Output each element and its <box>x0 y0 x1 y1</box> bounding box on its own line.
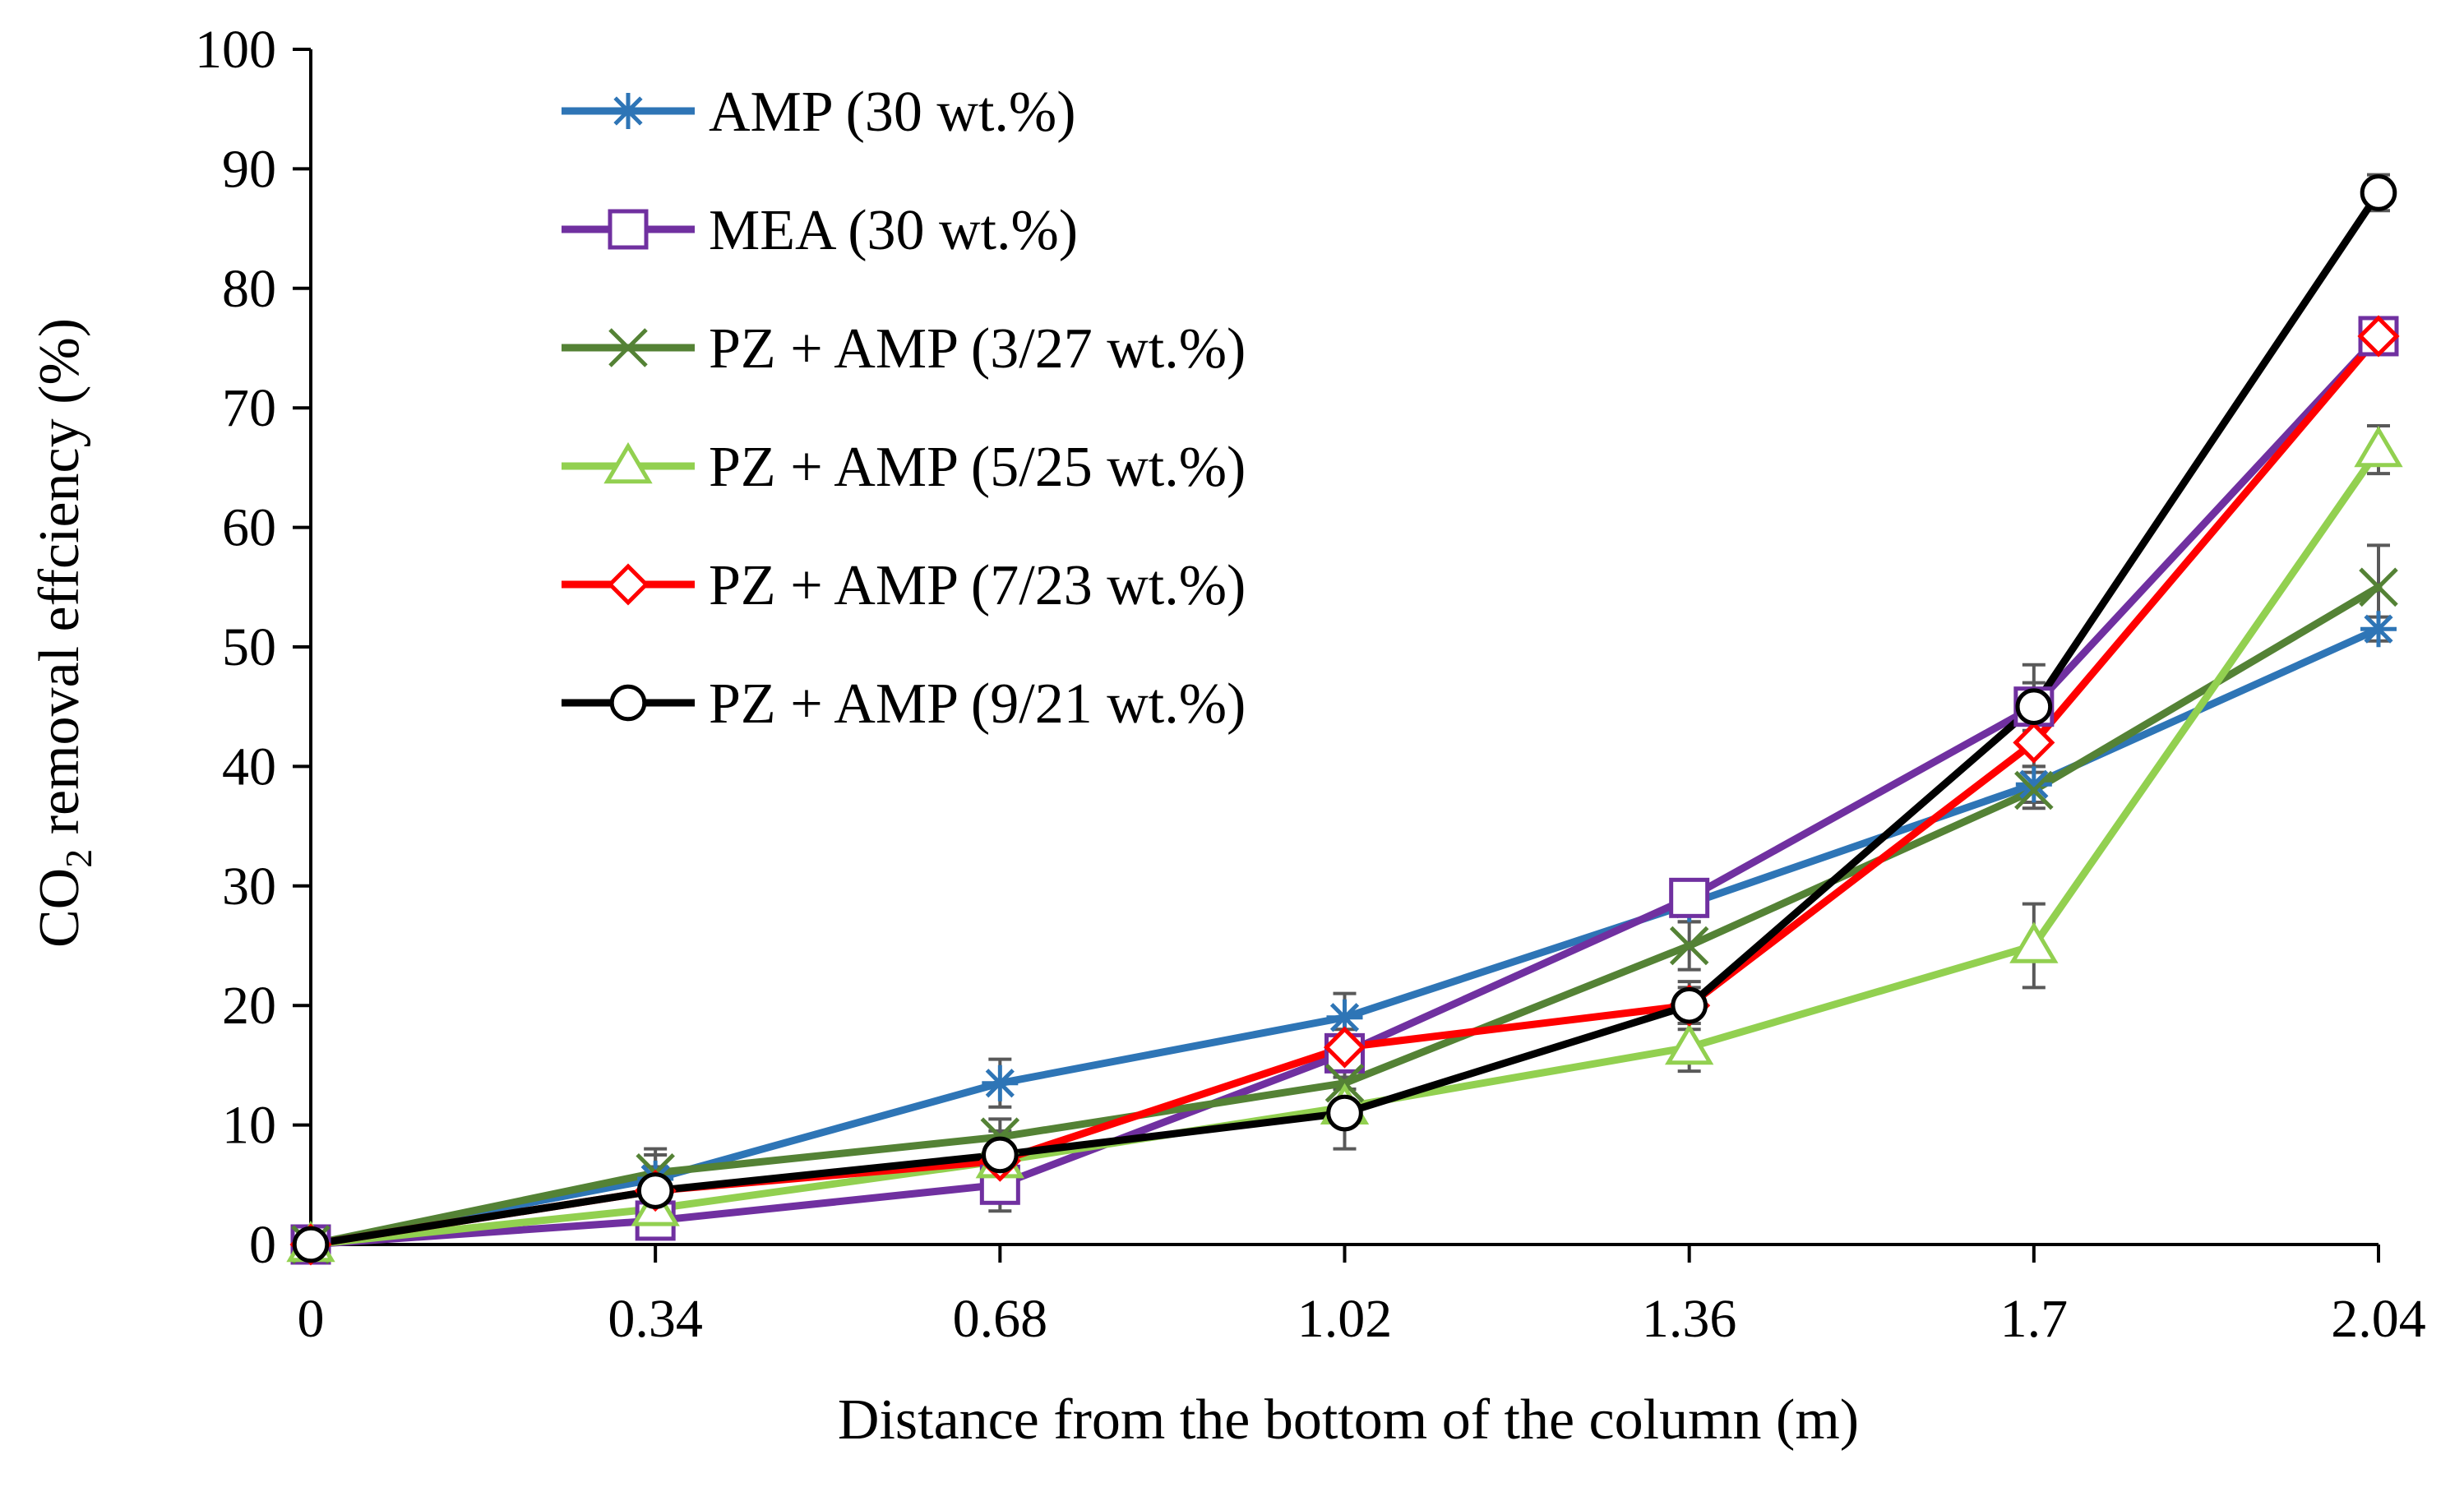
x-tick-label: 2.04 <box>2331 1289 2426 1349</box>
asterisk-stroke <box>1329 1003 1360 1032</box>
circle-shape <box>2015 688 2053 726</box>
circle-shape <box>636 1172 674 1209</box>
data-point-x <box>1669 926 1709 966</box>
y-tick-label: 20 <box>222 976 276 1036</box>
y-tick-label: 0 <box>249 1215 276 1275</box>
data-point-asterisk <box>2015 766 2052 803</box>
data-point-triangle <box>1664 1023 1714 1065</box>
legend-label: AMP (30 wt.%) <box>709 81 1076 144</box>
legend-label: PZ + AMP (7/23 wt.%) <box>709 554 1246 617</box>
x-tick-label: 0 <box>298 1289 325 1349</box>
x-stroke <box>2014 770 2054 810</box>
diamond-shape <box>2357 315 2400 358</box>
data-point-diamond <box>1323 1026 1366 1069</box>
circle-shape <box>2360 174 2397 211</box>
data-point-asterisk <box>2360 611 2397 648</box>
y-tick-label: 30 <box>222 857 276 917</box>
triangle-shape <box>603 441 653 484</box>
data-point-square <box>1669 877 1710 918</box>
circle-shape <box>1326 1094 1363 1132</box>
circle-shape <box>609 684 647 722</box>
y-tick-label: 100 <box>195 20 276 80</box>
legend-item: PZ + AMP (5/25 wt.%) <box>562 436 1246 499</box>
data-point-circle <box>1671 986 1708 1024</box>
square-shape <box>608 209 649 250</box>
y-tick-label: 90 <box>222 139 276 199</box>
data-point-diamond <box>2013 721 2055 764</box>
y-tick-label: 60 <box>222 498 276 558</box>
data-point-square <box>608 209 649 250</box>
data-point-circle <box>609 684 647 722</box>
legend: AMP (30 wt.%) MEA (30 wt.%) PZ + AMP (3/27… <box>562 81 1246 736</box>
circle-shape <box>292 1226 330 1263</box>
x-tick-label: 1.36 <box>1642 1289 1737 1349</box>
y-axis-title-suffix: removal effciency (%) <box>28 318 91 849</box>
x-stroke <box>1669 926 1709 966</box>
x-tick-label: 0.68 <box>953 1289 1048 1349</box>
data-point-diamond <box>607 563 650 606</box>
x-tick-label: 1.02 <box>1297 1289 1393 1349</box>
asterisk-stroke <box>613 96 643 126</box>
y-tick-label: 10 <box>222 1096 276 1156</box>
legend-item: PZ + AMP (9/21 wt.%) <box>562 672 1246 736</box>
diamond-shape <box>2013 721 2055 764</box>
triangle-shape <box>1664 1023 1714 1065</box>
data-point-diamond <box>2357 315 2400 358</box>
circle-shape <box>1671 986 1708 1024</box>
x-tick-label: 0.34 <box>608 1289 703 1349</box>
data-point-circle <box>636 1172 674 1209</box>
legend-item: AMP (30 wt.%) <box>562 81 1076 144</box>
y-tick-label: 50 <box>222 617 276 677</box>
legend-item: PZ + AMP (7/23 wt.%) <box>562 554 1246 617</box>
asterisk-stroke <box>985 1069 1015 1098</box>
data-point-circle <box>292 1226 330 1263</box>
data-point-x <box>2014 770 2054 810</box>
y-tick-label: 70 <box>222 378 276 438</box>
x-stroke <box>2359 567 2398 607</box>
y-tick-label: 80 <box>222 259 276 319</box>
legend-label: PZ + AMP (9/21 wt.%) <box>709 672 1246 736</box>
square-shape <box>1669 877 1710 918</box>
data-point-triangle <box>2009 921 2059 963</box>
data-point-x <box>608 328 648 367</box>
legend-label: PZ + AMP (3/27 wt.%) <box>709 317 1246 381</box>
x-axis-title: Distance from the bottom of the column (… <box>838 1388 1859 1452</box>
y-axis-title-prefix: CO <box>28 868 91 948</box>
data-point-circle <box>2015 688 2053 726</box>
y-tick-label: 40 <box>222 737 276 797</box>
triangle-shape <box>2009 921 2059 963</box>
axes: 0 10 20 30 40 50 60 70 80 90 100 0 0.34 0.68 1.02 1.36 1… <box>195 20 2426 1349</box>
asterisk-stroke <box>2019 769 2049 799</box>
data-point-asterisk <box>982 1064 1019 1101</box>
data-point-asterisk <box>610 93 646 129</box>
series-markers <box>286 174 2403 1266</box>
diamond-shape <box>607 563 650 606</box>
x-tick-label: 1.7 <box>2000 1289 2069 1349</box>
data-point-triangle <box>2354 425 2403 468</box>
x-stroke <box>608 328 648 367</box>
legend-item: MEA (30 wt.%) <box>562 199 1078 262</box>
asterisk-stroke <box>2364 614 2393 644</box>
data-point-circle <box>982 1136 1019 1174</box>
data-point-x <box>2359 567 2398 607</box>
legend-item: PZ + AMP (3/27 wt.%) <box>562 317 1246 381</box>
circle-shape <box>982 1136 1019 1174</box>
y-axis-title-subscript: 2 <box>58 849 99 868</box>
legend-label: MEA (30 wt.%) <box>709 199 1078 262</box>
legend-label: PZ + AMP (5/25 wt.%) <box>709 436 1246 499</box>
diamond-shape <box>1323 1026 1366 1069</box>
data-point-circle <box>1326 1094 1363 1132</box>
triangle-shape <box>2354 425 2403 468</box>
series-line <box>307 625 2383 1249</box>
data-point-triangle <box>603 441 653 484</box>
data-point-circle <box>2360 174 2397 211</box>
y-axis-title: CO2 removal effciency (%) <box>28 318 99 948</box>
